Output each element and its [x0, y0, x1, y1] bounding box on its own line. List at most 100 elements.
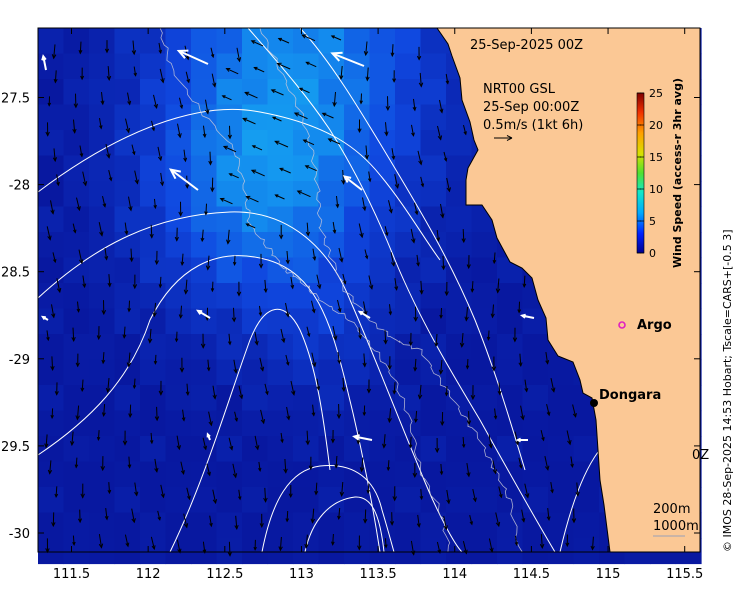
wind-arrow — [311, 404, 316, 417]
speed-cell — [318, 334, 345, 361]
speed-cell — [293, 155, 320, 182]
speed-cell — [114, 257, 141, 284]
speed-cell — [395, 181, 422, 208]
wind-arrow — [570, 456, 574, 469]
wind-arrow — [47, 460, 53, 475]
wind-arrow — [413, 306, 418, 322]
speed-cell — [191, 461, 218, 488]
speed-contour — [299, 27, 526, 471]
wind-arrow — [490, 304, 495, 319]
wind-arrow — [72, 223, 77, 234]
speed-cell — [114, 79, 141, 106]
speed-cell — [548, 359, 575, 386]
speed-cell — [471, 461, 498, 488]
speed-cell — [38, 104, 65, 131]
speed-cell — [63, 130, 90, 157]
wind-arrow — [440, 411, 445, 427]
place-label-dongara: Dongara — [599, 388, 661, 403]
wind-arrow — [225, 68, 239, 75]
wind-arrow — [444, 281, 449, 297]
speed-cell — [216, 461, 243, 488]
speed-cell — [446, 410, 473, 437]
wind-arrow — [308, 456, 313, 471]
wind-arrow — [366, 483, 371, 495]
speed-cell — [318, 283, 345, 310]
speed-contour — [247, 27, 556, 553]
wind-arrow — [40, 315, 49, 321]
wind-arrow — [302, 139, 315, 146]
wind-arrow — [342, 175, 363, 191]
speed-cell — [420, 79, 447, 106]
speed-cell — [420, 283, 447, 310]
wind-arrow — [384, 226, 389, 237]
wind-arrow — [357, 535, 362, 551]
wind-arrow — [76, 197, 81, 212]
wind-arrow — [253, 66, 265, 73]
speed-cell — [89, 410, 116, 437]
wind-arrow — [387, 356, 392, 371]
wind-arrow — [440, 203, 445, 219]
wind-arrow — [389, 512, 395, 526]
wind-arrow — [391, 148, 396, 161]
x-tick-label: 111.5 — [53, 567, 90, 582]
product-line-1: NRT00 GSL — [483, 82, 556, 97]
speed-cell — [191, 181, 218, 208]
wind-arrow — [285, 510, 290, 523]
wind-arrow — [96, 430, 101, 442]
wind-arrow — [127, 92, 132, 106]
wind-arrow — [285, 302, 290, 318]
wind-arrow — [232, 255, 237, 266]
colorbar-tick-label: 25 — [649, 87, 663, 100]
wind-arrow — [80, 483, 85, 499]
wind-arrow — [96, 326, 101, 341]
speed-cell — [216, 410, 243, 437]
wind-arrow — [341, 169, 346, 185]
wind-arrow — [392, 382, 397, 395]
speed-cell — [471, 385, 498, 412]
wind-arrow — [159, 68, 165, 84]
speed-cell — [293, 487, 320, 514]
product-line-2: 25-Sep 00:00Z — [483, 100, 579, 115]
speed-cell — [267, 385, 294, 412]
wind-arrow — [124, 534, 130, 548]
wind-arrow — [154, 406, 160, 422]
speed-cell — [89, 28, 116, 55]
wind-arrow — [352, 434, 373, 441]
speed-cell — [344, 206, 371, 233]
speed-cell — [89, 538, 116, 565]
wind-arrow — [100, 92, 105, 106]
wind-arrow — [498, 486, 503, 499]
speed-cell — [242, 410, 269, 437]
speed-cell — [395, 283, 422, 310]
speed-cell — [420, 487, 447, 514]
speed-cell — [369, 385, 396, 412]
wind-arrow — [438, 359, 444, 375]
speed-cell — [395, 104, 422, 131]
speed-cell — [191, 257, 218, 284]
wind-arrow — [408, 436, 413, 449]
speed-cell — [446, 359, 473, 386]
wind-arrow — [572, 404, 577, 418]
wind-arrow — [539, 534, 545, 550]
wind-arrow — [244, 91, 258, 99]
wind-arrow — [364, 145, 369, 160]
wind-arrow — [436, 229, 441, 242]
speed-cell — [471, 538, 498, 565]
speed-cell — [344, 257, 371, 284]
speed-cell — [165, 257, 192, 284]
wind-arrow — [259, 513, 264, 528]
speed-cell — [242, 487, 269, 514]
wind-arrow — [546, 508, 551, 521]
wind-arrow — [185, 383, 190, 396]
wind-arrow — [127, 456, 132, 469]
speed-cell — [242, 308, 269, 335]
wind-arrow — [332, 221, 337, 235]
wind-arrow — [206, 359, 211, 372]
wind-arrow — [434, 333, 439, 348]
wind-arrow — [258, 461, 262, 472]
wind-arrow — [176, 435, 181, 451]
speed-cell — [89, 359, 116, 386]
speed-cell — [242, 334, 269, 361]
speed-cell — [344, 512, 371, 539]
wind-arrow — [150, 536, 156, 551]
